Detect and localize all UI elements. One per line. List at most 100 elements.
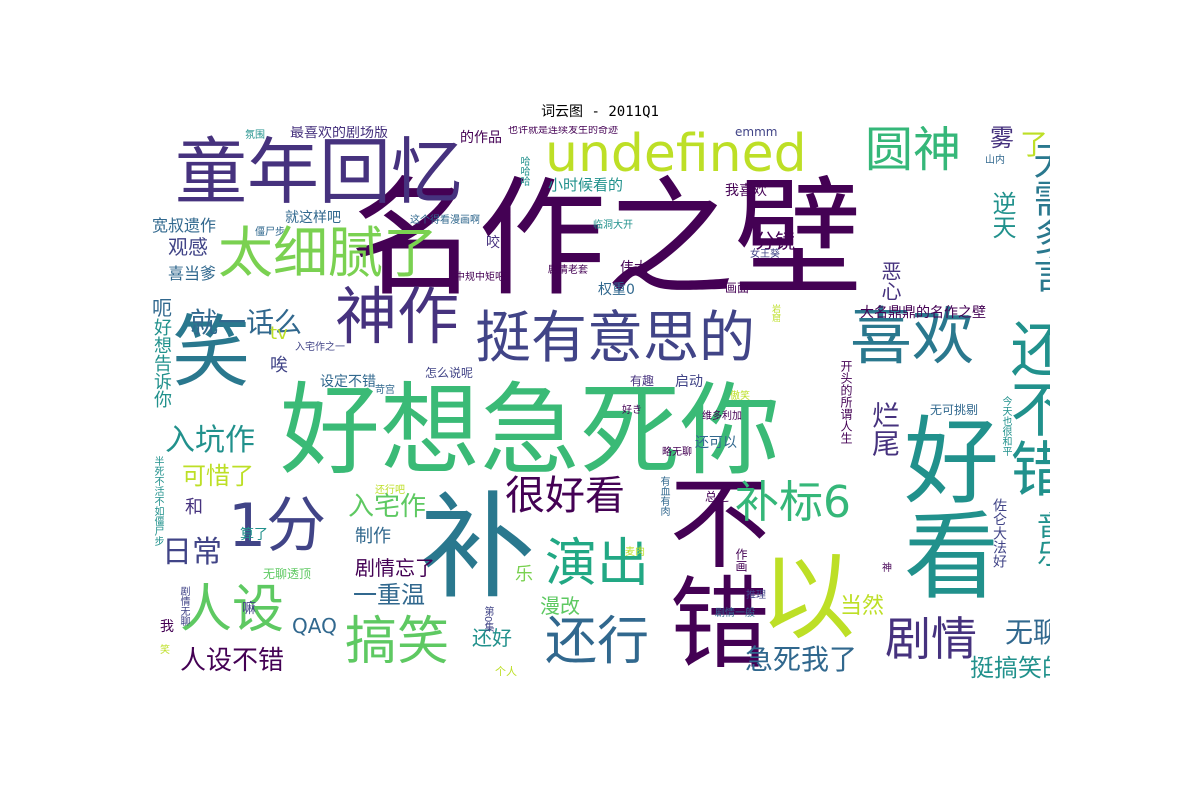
cloud-word: 一重温 [353, 581, 425, 609]
cloud-word: 岩窟 [770, 304, 780, 322]
cloud-word: 哈哈哈 [518, 156, 529, 186]
cloud-word: 好看 [888, 411, 998, 601]
cloud-word: 和 [185, 497, 203, 518]
cloud-word: 1分 [228, 491, 327, 561]
cloud-word: 我喜欢 [725, 183, 767, 199]
cloud-word: 童年回忆 [175, 130, 464, 214]
cloud-word: 就一话么 [190, 306, 303, 339]
cloud-word: 最喜欢的剧场版 [290, 126, 388, 141]
cloud-word: 喜当爹 [168, 264, 217, 283]
cloud-word: 就这样吧 [285, 210, 341, 226]
cloud-word: 可惜了 [182, 462, 254, 490]
cloud-word: 圆神 [865, 126, 962, 178]
cloud-word: 以 [760, 543, 856, 653]
cloud-word: 还不错 [1000, 318, 1050, 498]
cloud-word: 日常 [162, 535, 222, 570]
cloud-word: 烂尾 [868, 401, 901, 457]
cloud-word: 笑 [160, 645, 170, 656]
cloud-word: 呃 [152, 296, 172, 320]
cloud-word: 唉 [270, 355, 288, 376]
cloud-word: 小时候看的 [548, 176, 624, 194]
cloud-word: 剧情一般 [715, 608, 755, 619]
cloud-word: 麦肉 [625, 547, 645, 558]
cloud-word: 第0集 [482, 606, 493, 633]
cloud-word: 逆天 [988, 191, 1016, 239]
cloud-word: 剧情无聊 [178, 586, 189, 626]
cloud-word: 观感 [168, 235, 208, 259]
cloud-word: 宽叔遗作 [152, 216, 217, 235]
cloud-word: 权重0 [598, 282, 635, 298]
cloud-word: 启动 [675, 374, 703, 390]
cloud-word: 个人 [495, 665, 517, 678]
cloud-word: 入坑作 [165, 423, 255, 458]
cloud-word: 女王葵 [750, 249, 780, 260]
cloud-word: x [689, 651, 695, 662]
cloud-word: 总之 [705, 490, 730, 504]
cloud-word: 好想告诉你 [151, 318, 172, 408]
cloud-word: 中规中矩吧 [455, 272, 505, 283]
cloud-word: 苛宫 [375, 385, 395, 396]
cloud-word: 挺搞笑的 [970, 654, 1050, 682]
cloud-word: 太细腻了 [218, 221, 439, 285]
cloud-word: QAQ [292, 614, 337, 638]
cloud-word: 漫改 [540, 594, 580, 618]
cloud-word: 搞笑 [345, 612, 450, 672]
cloud-word: 名作之壁 [350, 165, 863, 314]
cloud-word: 有趣 [630, 374, 655, 388]
cloud-word: 临洞大开 [593, 220, 633, 231]
cloud-word: 大名鼎鼎的名作之壁 [860, 305, 986, 321]
cloud-word: 佐仑大法好 [991, 498, 1007, 568]
cloud-word: 不错 [652, 471, 769, 671]
cloud-word: 乐 [515, 564, 533, 585]
cloud-word: 演出 [545, 534, 650, 594]
cloud-word: 喜欢 [850, 300, 975, 373]
cloud-word: 音乐 [1033, 511, 1050, 567]
cloud-word: 笑 [172, 308, 251, 398]
cloud-word: 当然 [840, 594, 885, 619]
cloud-word: 嘛 [242, 601, 256, 617]
cloud-word: 很好看 [505, 473, 625, 519]
cloud-word: 无聊透顶 [263, 567, 312, 581]
cloud-word: 补 [420, 481, 536, 615]
cloud-word: 还好 [472, 626, 512, 650]
cloud-word: 急死我了 [745, 643, 858, 676]
cloud-word: 补标6 [735, 477, 851, 528]
cloud-word: 氛围 [245, 130, 265, 141]
cloud-word: 半死不活不如僵尸步 [152, 456, 163, 546]
cloud-word: 入宅作之一 [295, 342, 345, 353]
cloud-word: 今天也很和平 [1000, 396, 1011, 456]
cloud-word: 人设 [180, 580, 285, 640]
cloud-word: undefined [545, 126, 807, 184]
cloud-word: tv [270, 323, 288, 344]
cloud-word: 分镜 [755, 229, 795, 253]
cloud-word: 雾 [990, 126, 1014, 152]
cloud-word: 有血有肉 [658, 476, 669, 516]
cloud-word: 恶心 [878, 261, 902, 301]
cloud-word: 的作品 [460, 130, 502, 146]
cloud-word: 山内 [985, 155, 1005, 166]
chart-title: 词云图 - 2011Q1 [541, 104, 659, 120]
cloud-word: 咬 [486, 235, 500, 251]
cloud-word: 无聊 [1005, 616, 1050, 649]
cloud-word: 剧情 [885, 612, 977, 666]
cloud-word: 了 [1020, 128, 1049, 161]
cloud-word: 神 [882, 563, 892, 574]
cloud-word: 推理 [746, 590, 766, 601]
cloud-word: 还可以 [695, 435, 737, 451]
cloud-word: 人设不错 [180, 646, 285, 676]
cloud-word: 算了 [240, 527, 268, 543]
cloud-word: 剧情忘了 [355, 556, 435, 580]
cloud-word: 无可挑剔 [930, 403, 979, 417]
cloud-word: 入宅作 [348, 492, 427, 522]
cloud-word: 还行 [545, 612, 650, 672]
cloud-word: 神作 [335, 280, 460, 353]
cloud-word: 制作 [355, 526, 391, 547]
cloud-word: 好想急死你 [280, 372, 780, 489]
cloud-word: 设定不错 [320, 374, 376, 390]
word-cloud: 名作之壁 好想急死你补不错 好看以 童年回忆笑 undefined 神作 挺有意思的 喜欢 还不… [150, 126, 1050, 690]
cloud-word: 画面 [725, 281, 750, 295]
cloud-word: 维多利加 [702, 411, 742, 422]
cloud-word: 剧情老套 [548, 265, 588, 276]
cloud-word: 这个得看漫画啊 [410, 215, 480, 226]
cloud-word: 无需多言 [1027, 141, 1050, 293]
